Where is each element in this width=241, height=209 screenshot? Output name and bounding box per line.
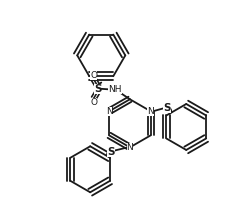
Text: O: O [90,98,97,107]
Text: N: N [147,107,154,116]
Text: O: O [90,71,97,80]
Text: N: N [127,143,133,152]
Text: N: N [106,107,113,116]
Text: S: S [107,147,115,157]
Text: S: S [94,84,101,94]
Text: S: S [164,103,171,113]
Text: NH: NH [108,85,122,94]
